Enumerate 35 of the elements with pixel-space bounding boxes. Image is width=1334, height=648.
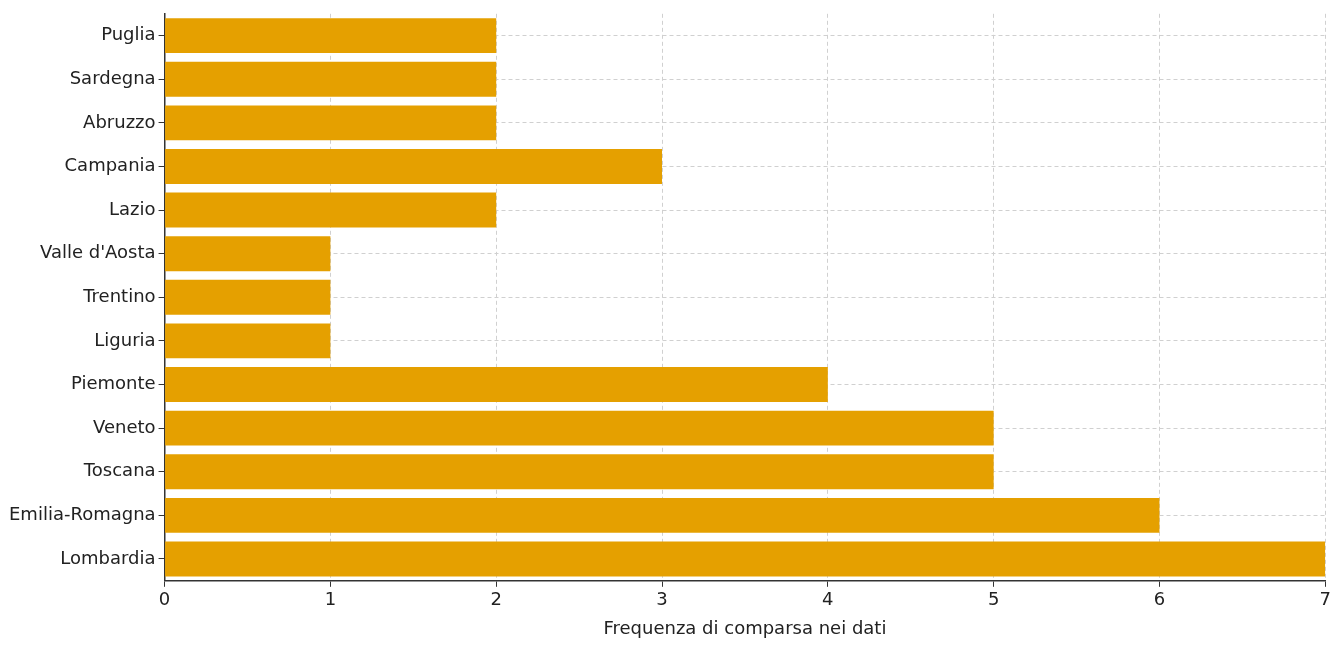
y-tick-label: Lazio	[109, 197, 156, 219]
y-tick-label: Abruzzo	[83, 110, 156, 132]
bar	[165, 279, 331, 315]
x-tick-label: 5	[987, 588, 1000, 610]
bar	[165, 192, 497, 228]
bar	[165, 497, 1160, 533]
x-tick-label: 7	[1319, 588, 1331, 610]
x-axis-title: Frequenza di comparsa nei dati	[603, 616, 887, 638]
bar	[165, 454, 994, 490]
y-tick-label: Liguria	[94, 328, 156, 350]
y-tick-label: Sardegna	[69, 66, 156, 88]
y-tick-label: Campania	[64, 154, 156, 176]
y-tick-label: Piemonte	[70, 372, 156, 394]
x-tick-label: 0	[158, 588, 171, 610]
y-tick-label: Toscana	[82, 459, 156, 481]
y-tick-label: Valle d'Aosta	[39, 241, 156, 263]
bar	[165, 18, 497, 54]
bar	[165, 236, 331, 272]
x-tick-label: 6	[1153, 588, 1166, 610]
bar	[165, 149, 663, 184]
y-tick-label: Emilia-Romagna	[9, 503, 156, 525]
y-tick-label: Veneto	[93, 415, 156, 437]
x-tick-label: 4	[822, 588, 834, 610]
x-tick-label: 3	[656, 588, 668, 610]
y-tick-label: Lombardia	[60, 546, 156, 568]
bar	[165, 323, 331, 359]
bar	[165, 541, 1326, 577]
bar	[165, 367, 828, 402]
x-tick-label: 2	[490, 588, 502, 610]
y-tick-label: Trentino	[82, 284, 156, 306]
y-tick-label: Puglia	[101, 23, 156, 45]
bar	[165, 61, 497, 97]
bar	[165, 105, 497, 141]
bar	[165, 410, 994, 446]
x-tick-label: 1	[324, 588, 337, 610]
